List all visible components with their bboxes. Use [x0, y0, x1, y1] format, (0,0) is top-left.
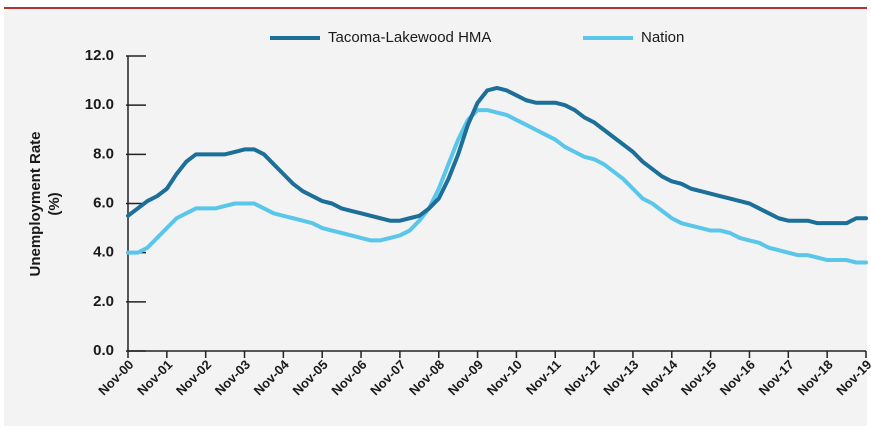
- legend-label: Nation: [641, 29, 684, 46]
- series-line: [126, 85, 868, 226]
- y-tick-label: 2.0: [93, 293, 114, 310]
- y-axis-label: Unemployment Rate: [27, 131, 44, 276]
- y-axis-label: (%): [46, 192, 63, 215]
- y-tick-label: 12.0: [85, 47, 114, 64]
- y-tick-label: 0.0: [93, 342, 114, 359]
- y-tick-label: 6.0: [93, 194, 114, 211]
- y-tick-label: 4.0: [93, 244, 114, 261]
- y-tick-label: 8.0: [93, 145, 114, 162]
- series-line: [126, 108, 868, 265]
- legend-label: Tacoma-Lakewood HMA: [328, 29, 491, 46]
- y-tick-label: 10.0: [85, 96, 114, 113]
- panel: [4, 9, 867, 426]
